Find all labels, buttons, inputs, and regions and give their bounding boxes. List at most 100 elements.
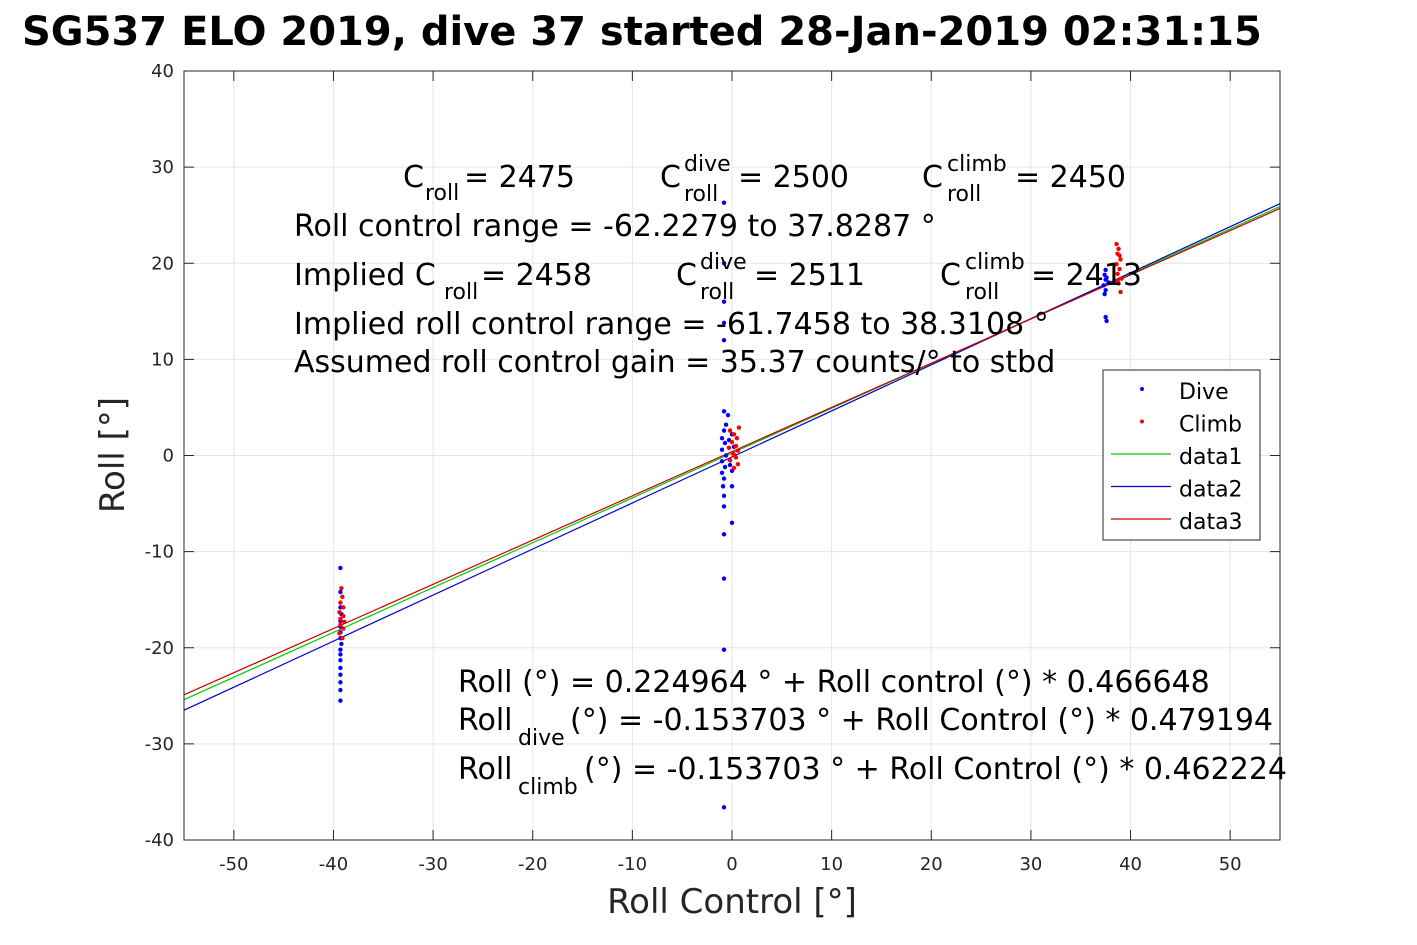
point-climb [732,453,738,458]
y-tick-label: 10 [151,349,174,370]
implied-croll-climb-sub: roll [965,280,999,305]
implied-croll-sub: roll [444,280,478,305]
point-dive [721,532,727,537]
point-dive [721,493,727,499]
point-dive [1104,275,1109,280]
implied-croll-value: = 2458 [481,258,592,293]
fit-dive-rest: (°) = -0.153703 ° + Roll Control (°) * 0… [570,703,1273,738]
point-climb [341,613,346,619]
fit-all-text: Roll (°) = 0.224964 ° + Roll control (°)… [458,665,1210,700]
point-climb [1116,246,1121,252]
point-dive [720,484,726,489]
fit-dive-sub: dive [518,726,565,751]
point-dive [338,698,343,703]
point-climb [734,435,740,441]
implied-croll-dive-sup: dive [700,250,747,275]
x-tick-label: 0 [726,854,737,875]
legend-label: data1 [1179,445,1243,470]
annotations: C roll = 2475 C dive roll = 2500 C climb… [294,152,1287,800]
croll-sub: roll [425,181,459,206]
annotation-implied-croll: Implied C roll = 2458 [294,258,592,305]
x-tick-label: -10 [618,854,647,875]
point-climb [1114,262,1119,267]
croll-climb-sub: roll [947,182,981,207]
x-tick-label: 50 [1219,854,1242,875]
croll-dive-sup: dive [684,152,731,177]
point-dive [721,320,727,326]
point-dive [719,447,725,452]
point-dive [338,665,343,671]
y-tick-label: -30 [145,734,174,755]
point-dive [1102,291,1107,297]
point-dive [722,464,728,470]
point-climb [340,594,345,600]
croll-dive-value: = 2500 [738,160,849,195]
point-dive [1103,314,1108,320]
point-dive [338,687,343,693]
x-tick-label: -30 [418,854,447,875]
y-tick-label: -10 [145,542,174,563]
point-climb [736,425,742,430]
point-climb [338,616,343,622]
point-dive [721,337,727,343]
point-climb [342,619,347,624]
croll-climb-value: = 2450 [1015,160,1126,195]
x-tick-label: -20 [518,854,547,875]
annotation-fit-climb: Roll climb (°) = -0.153703 ° + Roll Cont… [458,752,1287,800]
croll-dive-sub: roll [684,182,718,207]
legend-box [1102,369,1261,541]
point-dive [719,435,725,441]
point-dive [721,409,727,414]
point-dive [721,299,727,304]
point-dive [727,462,733,468]
croll-climb-sup: climb [947,152,1007,177]
legend-label: data2 [1179,478,1243,503]
legend-marker-dive [1140,387,1144,391]
data-points [337,200,1124,810]
legend-label: data3 [1179,510,1243,535]
gain-text: Assumed roll control gain = 35.37 counts… [294,345,1055,380]
y-axis-label: Roll [°] [93,397,133,513]
chart-title: SG537 ELO 2019, dive 37 started 28-Jan-2… [22,9,1262,55]
point-climb [726,445,732,451]
implied-croll-label: Implied C [294,258,436,293]
point-dive [338,652,343,657]
point-dive [721,476,727,481]
point-climb [341,605,346,610]
implied-croll-dive-label: C [676,258,697,293]
implied-range-text: Implied roll control range = -61.7458 to… [294,307,1049,342]
point-climb [337,609,342,615]
point-climb [735,448,741,453]
implied-croll-dive-value: = 2511 [754,258,865,293]
point-dive [338,565,343,571]
point-climb [1114,241,1119,247]
point-dive [1106,280,1111,285]
point-dive [721,576,727,581]
legend-marker-climb [1140,419,1144,424]
point-dive [338,647,343,652]
annotation-fit-dive: Roll dive (°) = -0.153703 ° + Roll Contr… [458,703,1273,751]
fit-dive-label: Roll [458,703,513,738]
point-dive [719,470,725,476]
y-tick-label: 30 [151,157,174,178]
implied-croll-climb-value: = 2413 [1031,258,1142,293]
point-dive [338,680,343,685]
point-climb [338,600,343,605]
point-climb [338,622,343,627]
point-dive [721,504,727,509]
point-dive [338,589,343,595]
point-dive [721,647,727,652]
point-climb [337,631,342,636]
x-tick-label: -40 [319,854,348,875]
point-climb [1115,278,1120,283]
x-tick-label: -50 [219,854,248,875]
y-tick-label: -40 [145,830,174,851]
fit-climb-rest: (°) = -0.153703 ° + Roll Control (°) * 0… [584,752,1287,787]
point-dive [721,261,727,266]
x-tick-label: 40 [1119,854,1142,875]
point-dive [725,412,731,418]
x-tick-label: 30 [1019,854,1042,875]
implied-croll-climb-label: C [940,258,961,293]
point-climb [733,443,739,449]
